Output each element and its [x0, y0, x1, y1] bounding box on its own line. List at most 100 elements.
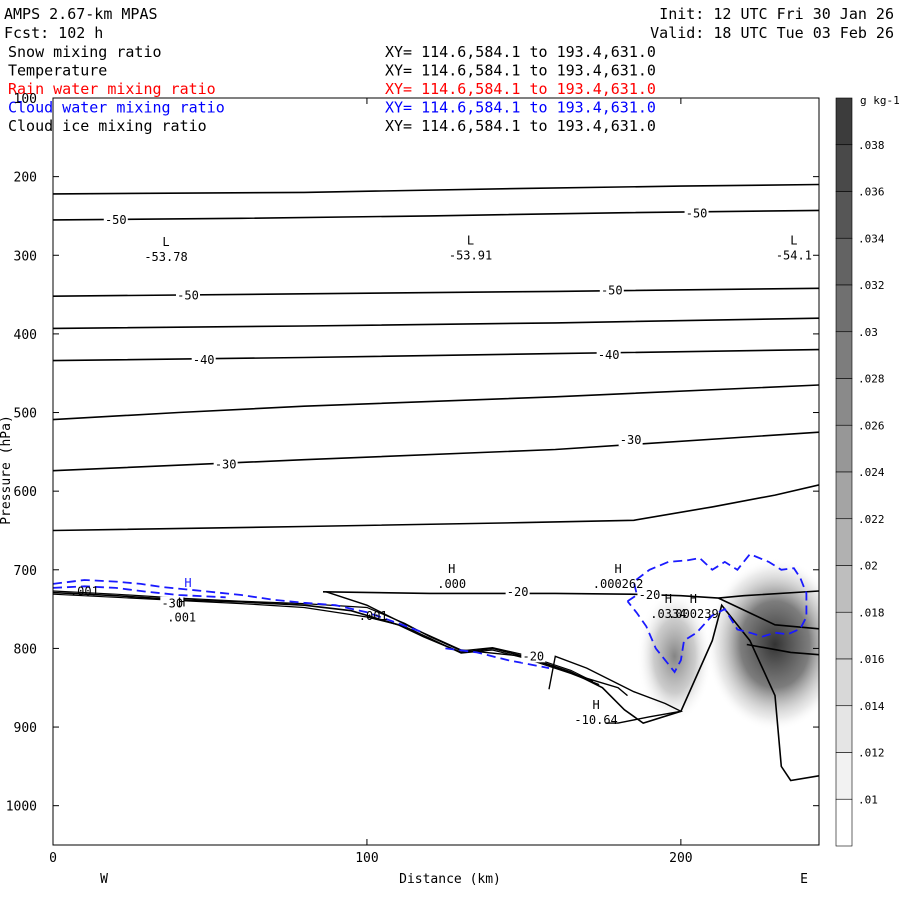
snow-blob	[706, 558, 819, 731]
x-tick-label: 100	[355, 851, 378, 866]
colorbar-segment	[835, 331, 853, 379]
terrain-line	[53, 591, 819, 782]
y-tick-label: 700	[14, 564, 37, 579]
colorbar-label: .016	[858, 653, 885, 666]
extremum-value: .000262	[593, 577, 644, 591]
label-background	[505, 584, 530, 598]
colorbar-label: .012	[858, 747, 885, 760]
y-tick-label: 600	[14, 485, 37, 500]
cloud-water-contours	[53, 553, 808, 674]
isotherm-label: -30	[161, 597, 183, 611]
legend-xy: XY= 114.6,584.1 to 193.4,631.0	[385, 117, 656, 135]
colorbar-label: .018	[858, 606, 885, 619]
isotherm-label: -20	[522, 649, 544, 663]
colorbar: .01 .012 .014 .016 .018 .02 .022 .024 .026 .028 .0…	[835, 94, 900, 847]
colorbar-segment	[835, 378, 853, 426]
colorbar-segment	[835, 191, 853, 239]
colorbar-label: .026	[858, 419, 885, 432]
contour-labels: -50 -50-50 -50-40 -40-30-30-20 -20-30-20L-53…	[70, 206, 812, 727]
cloud-water-line	[626, 553, 808, 674]
extremum-value: -10.64	[574, 713, 617, 727]
label-background	[175, 288, 200, 302]
isotherm-line	[53, 317, 819, 330]
colorbar-segment	[835, 798, 853, 847]
extremum-marker: H	[592, 698, 599, 712]
label-background	[160, 596, 185, 610]
colorbar-segment	[835, 565, 853, 613]
colorbar-segment	[835, 424, 853, 473]
isotherm-line	[53, 431, 819, 472]
rain-max-marker: H	[184, 576, 191, 590]
isotherm-label: -40	[598, 348, 620, 362]
y-tick-label: 500	[14, 407, 37, 422]
isotherm-label: -30	[215, 457, 237, 471]
legend-xy: XY= 114.6,584.1 to 193.4,631.0	[385, 62, 656, 80]
isotherm-line	[718, 597, 819, 630]
extremum-value: -53.91	[449, 248, 492, 262]
legend-name: Cloud water mixing ratio	[8, 99, 225, 117]
y-axis-title: Pressure (hPa)	[0, 415, 14, 525]
colorbar-units: g kg-1	[860, 94, 900, 107]
x-tick-label: 200	[669, 851, 692, 866]
extremum-marker: H	[665, 592, 672, 606]
colorbar-segment	[835, 144, 853, 192]
y-tick-label: 100	[14, 92, 37, 107]
colorbar-segment	[835, 471, 853, 520]
label-background	[213, 457, 238, 471]
mixing-ratio-label: .001	[70, 585, 99, 599]
cloud-water-line	[53, 579, 424, 634]
isotherm-line	[53, 287, 819, 297]
legend-name: Rain water mixing ratio	[8, 80, 216, 98]
plot-frame	[52, 97, 820, 846]
extremum-marker: H	[448, 562, 455, 576]
label-background	[191, 352, 216, 366]
x-axis-title: Distance (km)	[399, 872, 501, 887]
valid-time: Valid: 18 UTC Tue 03 Feb 26	[650, 24, 894, 42]
extremum-value: -53.78	[144, 250, 187, 264]
colorbar-segment	[835, 752, 853, 800]
west-label: W	[100, 872, 108, 887]
colorbar-segment	[835, 97, 853, 146]
cloud-water-line	[53, 585, 226, 599]
label-background	[684, 206, 709, 220]
label-background	[637, 587, 662, 601]
colorbar-label: .034	[858, 232, 885, 245]
colorbar-label: .02	[858, 560, 878, 573]
cloud-water-line	[445, 647, 550, 669]
colorbar-segment	[835, 518, 853, 566]
isotherm-label: -50	[601, 284, 623, 298]
legend-name: Cloud ice mixing ratio	[8, 117, 207, 135]
label-background	[103, 212, 128, 226]
colorbar-label: .024	[858, 466, 885, 479]
colorbar-segment	[835, 705, 853, 753]
extremum-marker: H	[690, 592, 697, 606]
snow-blob	[636, 589, 713, 724]
colorbar-label: .028	[858, 373, 885, 386]
model-title: AMPS 2.67-km MPAS	[4, 5, 158, 23]
isotherm-line	[53, 384, 819, 421]
extremum-value: .000239	[668, 607, 719, 621]
isotherm-line	[325, 591, 628, 697]
isotherm-label: -30	[620, 433, 642, 447]
extremum-value: .000	[437, 577, 466, 591]
isotherm-label: -50	[686, 207, 708, 221]
label-background	[596, 348, 621, 362]
y-tick-label: 400	[14, 328, 37, 343]
colorbar-label: .032	[858, 279, 885, 292]
colorbar-segment	[835, 284, 853, 333]
extremum-value: -54.1	[776, 248, 812, 262]
extremum-marker: H	[178, 596, 185, 610]
isotherm-line	[53, 348, 819, 362]
isotherm-label: -50	[177, 288, 199, 302]
legend-xy: XY= 114.6,584.1 to 193.4,631.0	[385, 80, 656, 98]
isotherm-label: -40	[193, 353, 215, 367]
colorbar-label: .03	[858, 326, 878, 339]
y-tick-label: 800	[14, 642, 37, 657]
colorbar-segment	[835, 611, 853, 660]
forecast-hour: Fcst: 102 h	[4, 24, 103, 42]
colorbar-label: .014	[858, 700, 885, 713]
colorbar-segment	[835, 237, 853, 286]
legend-xy: XY= 114.6,584.1 to 193.4,631.0	[385, 99, 656, 117]
isotherm-label: -50	[105, 213, 127, 227]
mixing-ratio-label: .001	[359, 609, 388, 623]
